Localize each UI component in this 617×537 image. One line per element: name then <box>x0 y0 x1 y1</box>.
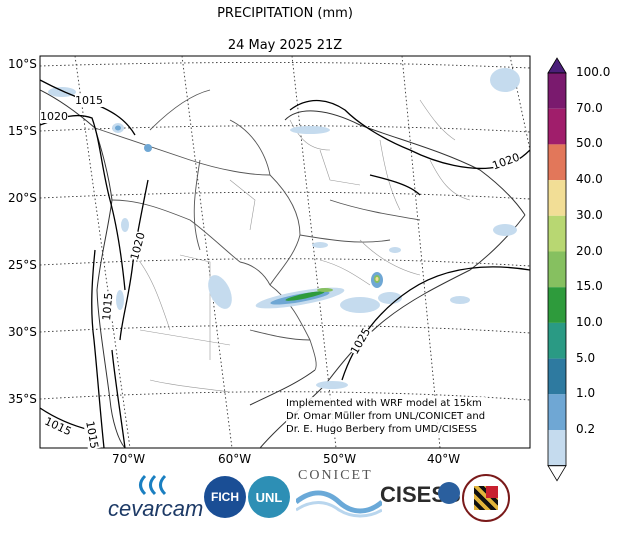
attribution-line: Dr. Omar Müller from UNL/CONICET and <box>286 411 486 422</box>
lat-label: 15°S <box>8 124 37 138</box>
lon-label: 40°W <box>427 452 461 466</box>
colorbar-segment <box>548 322 566 359</box>
lat-label: 20°S <box>8 191 37 205</box>
lon-label: 50°W <box>323 452 357 466</box>
lat-label: 30°S <box>8 325 37 339</box>
fich-logo: FICH <box>204 476 246 518</box>
unl-text: UNL <box>255 489 283 505</box>
colorbar-segment <box>548 251 566 288</box>
cevarcam-text: cevarcam <box>108 496 204 521</box>
colorbar-segment <box>548 215 566 252</box>
attribution-line: Dr. E. Hugo Berbery from UMD/CISESS <box>286 424 478 435</box>
fich-text: FICH <box>211 490 239 504</box>
cevarcam-logo: cevarcam <box>108 472 204 522</box>
colorbar-tick-label: 70.0 <box>576 100 603 115</box>
colorbar-tick-label: 40.0 <box>576 172 603 187</box>
umd-shield-red-icon <box>486 486 498 498</box>
colorbar-tick-label: 20.0 <box>576 243 603 258</box>
colorbar-tick-label: 10.0 <box>576 314 603 329</box>
unl-logo: UNL <box>248 476 290 518</box>
cisess-globe-icon <box>438 482 460 504</box>
cisess-logo: CISESS <box>380 482 461 512</box>
colorbar-segment <box>548 144 566 181</box>
colorbar <box>547 57 567 482</box>
attribution-line: Implemented with WRF model at 15km <box>286 398 482 409</box>
chart-title: PRECIPITATION (mm) <box>217 6 353 21</box>
colorbar-top-arrow <box>547 57 567 74</box>
colorbar-tick-label: 15.0 <box>576 279 603 294</box>
colorbar-tick-label: 1.0 <box>576 386 596 401</box>
colorbar-segment <box>548 108 566 145</box>
colorbar-segment <box>548 394 566 430</box>
isobar-label: 1020 <box>40 110 68 123</box>
cevarcam-wave-icon <box>139 474 167 496</box>
map-frame <box>39 55 531 449</box>
colorbar-tick-label: 0.2 <box>576 422 596 436</box>
colorbar-outline <box>547 72 567 467</box>
colorbar-segment <box>548 358 566 395</box>
lat-label: 25°S <box>8 258 37 272</box>
colorbar-bottom-arrow <box>547 465 567 482</box>
colorbar-tick-label: 50.0 <box>576 136 603 151</box>
isobar-label: 1015 <box>100 292 116 322</box>
umd-seal-logo <box>462 474 510 522</box>
isobar-label: 1015 <box>75 94 103 107</box>
lat-label: 35°S <box>8 392 37 406</box>
colorbar-tick-label: 5.0 <box>576 350 596 365</box>
country-borders <box>94 89 421 371</box>
conicet-logo: CONICET <box>296 468 382 518</box>
conicet-text: CONICET <box>298 468 373 483</box>
chart-subtitle: 24 May 2025 21Z <box>227 38 343 53</box>
lon-label: 60°W <box>218 452 252 466</box>
colorbar-segment <box>548 430 566 466</box>
colorbar-segment <box>548 287 566 323</box>
lon-label: 70°W <box>112 452 146 466</box>
colorbar-tick-label: 100.0 <box>576 65 611 79</box>
precipitation-areas <box>48 68 520 389</box>
colorbar-segment <box>548 73 566 109</box>
colorbar-segment <box>548 180 566 216</box>
conicet-wave-icon <box>296 490 382 518</box>
colorbar-tick-label: 30.0 <box>576 207 603 222</box>
lat-label: 10°S <box>8 57 37 71</box>
model-attribution: Implemented with WRF model at 15km Dr. O… <box>286 397 486 436</box>
